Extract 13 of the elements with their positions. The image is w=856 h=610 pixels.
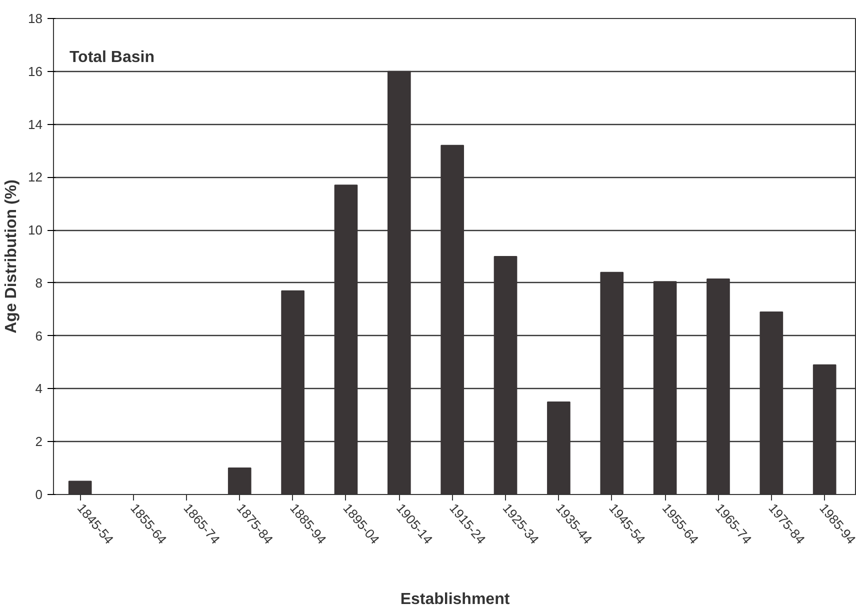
y-tick-label: 18 [28, 11, 43, 26]
text: Total Basin [69, 49, 154, 66]
y-tick-label: 10 [28, 222, 43, 238]
y-tick-label: 16 [28, 64, 43, 79]
y-tick-label: 14 [28, 116, 43, 132]
y-tick-label: 12 [28, 170, 43, 185]
x-axis-title: Establishment [400, 590, 510, 608]
y-tick-label: 8 [35, 275, 43, 290]
y-tick-label: 0 [35, 487, 43, 502]
y-axis-title: Age Distribution (%) [3, 180, 20, 334]
y-tick-label: 6 [35, 328, 43, 344]
y-tick-label: 4 [35, 381, 43, 396]
y-tick-label: 2 [35, 434, 43, 450]
